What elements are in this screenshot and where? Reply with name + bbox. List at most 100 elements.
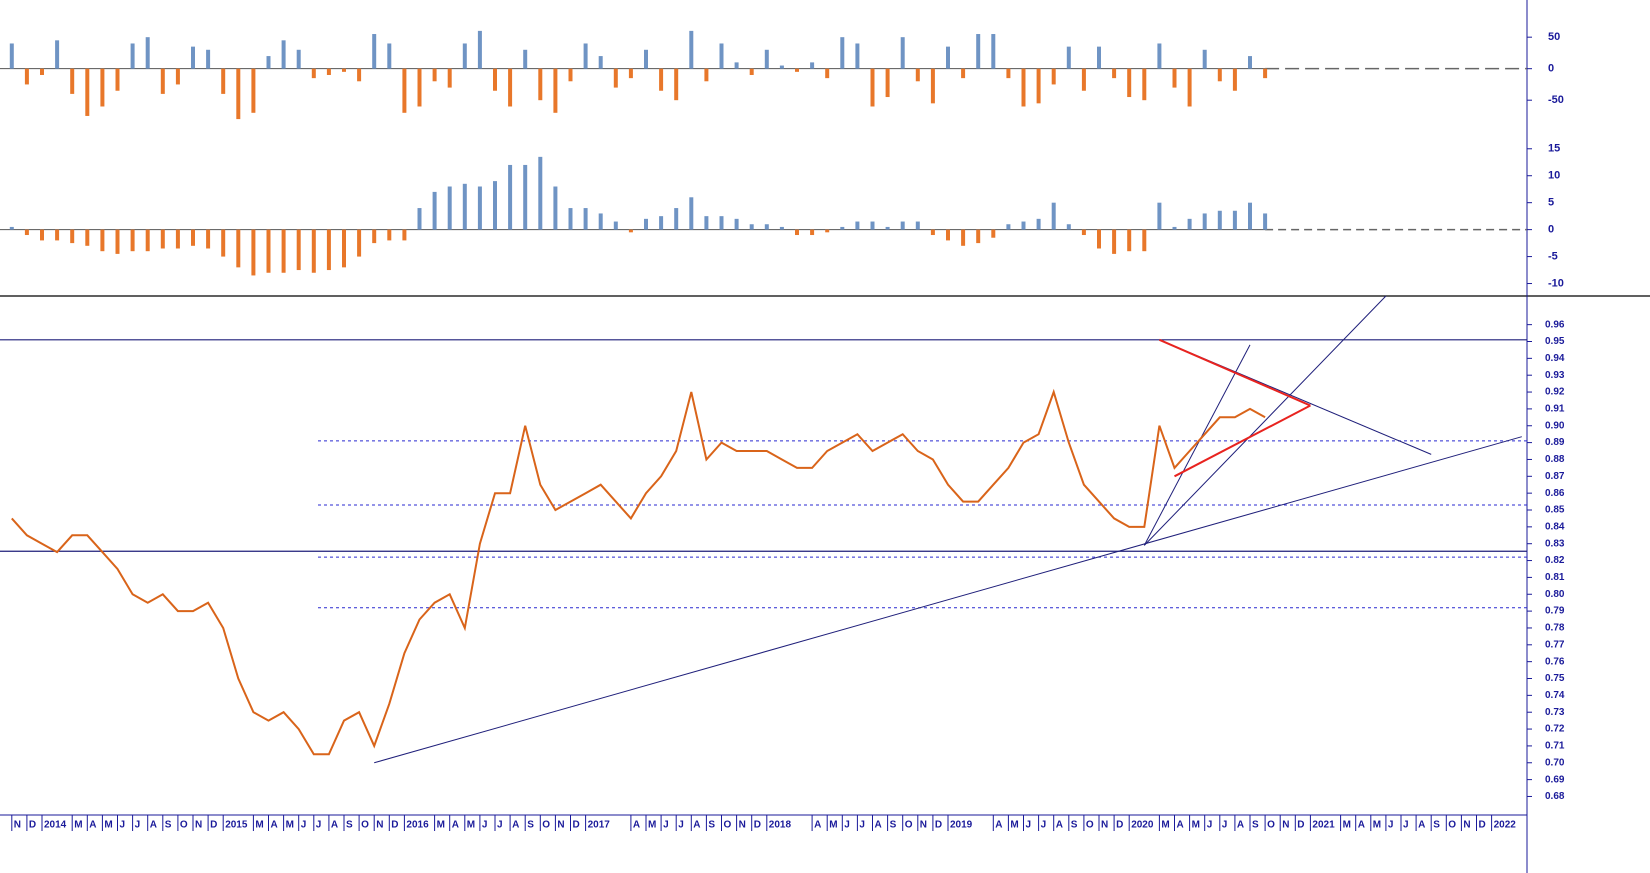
y-tick-label: 0.69 <box>1545 774 1565 785</box>
bar <box>719 216 724 230</box>
x-tick-label: O <box>1267 820 1275 831</box>
bar <box>432 191 437 230</box>
bar <box>628 229 633 233</box>
x-tick-label: 2018 <box>769 820 792 831</box>
trendline <box>1143 295 1387 546</box>
x-tick-label: J <box>663 820 669 831</box>
bar <box>1142 68 1147 101</box>
bar <box>885 226 890 230</box>
bar <box>1202 49 1207 69</box>
x-tick-label: N <box>920 820 927 831</box>
bar <box>915 221 920 230</box>
bar <box>704 68 709 82</box>
bar <box>357 229 362 257</box>
bar <box>946 46 950 69</box>
y-tick-label: -5 <box>1548 250 1558 262</box>
bar <box>538 68 543 101</box>
bar <box>976 229 981 244</box>
x-tick-label: M <box>829 820 837 831</box>
bar <box>1187 218 1192 230</box>
y-tick-label: 0.87 <box>1545 471 1565 482</box>
x-tick-label: J <box>844 820 850 831</box>
x-tick-label: D <box>210 820 217 831</box>
y-tick-label: 0.72 <box>1545 724 1565 735</box>
bar <box>493 181 497 230</box>
bar <box>115 229 120 254</box>
x-tick-label: J <box>497 820 503 831</box>
y-tick-label: 50 <box>1548 31 1560 43</box>
bar <box>1006 224 1011 230</box>
bar <box>734 218 739 230</box>
x-tick-label: S <box>1252 820 1259 831</box>
bar <box>795 68 799 72</box>
bar <box>447 186 452 230</box>
bar <box>719 43 724 69</box>
x-tick-label: M <box>255 820 263 831</box>
x-tick-label: S <box>165 820 172 831</box>
bar <box>311 68 316 79</box>
x-tick-label: A <box>331 820 338 831</box>
x-tick-label: A <box>1237 820 1244 831</box>
x-tick-label: A <box>512 820 519 831</box>
x-tick-label: M <box>1161 820 1169 831</box>
x-tick-label: J <box>1041 820 1047 831</box>
x-tick-label: M <box>437 820 445 831</box>
x-tick-label: S <box>346 820 353 831</box>
x-tick-label: A <box>875 820 882 831</box>
x-tick-label: M <box>467 820 475 831</box>
bar <box>70 229 75 244</box>
bar <box>734 62 739 69</box>
bar <box>115 68 120 91</box>
x-tick-label: J <box>1222 820 1228 831</box>
y-tick-label: -50 <box>1548 94 1564 106</box>
x-tick-label: M <box>74 820 82 831</box>
bar <box>55 40 60 69</box>
bar <box>1248 202 1252 230</box>
bar <box>251 229 256 276</box>
bar <box>553 186 558 230</box>
bar <box>583 208 588 230</box>
x-tick-label: J <box>1207 820 1213 831</box>
bar <box>508 164 513 230</box>
bar <box>145 229 150 252</box>
trendline <box>1159 338 1311 407</box>
y-tick-label: 0.76 <box>1545 656 1565 667</box>
bar <box>40 229 44 241</box>
x-tick-label: D <box>1116 820 1123 831</box>
bar <box>387 43 392 69</box>
bar <box>885 68 890 98</box>
bar <box>825 229 830 233</box>
y-tick-label: 0.74 <box>1545 690 1565 701</box>
bar <box>296 49 301 69</box>
bar <box>191 229 195 246</box>
bar <box>930 68 935 104</box>
bar <box>1232 68 1237 91</box>
bar <box>810 62 815 69</box>
y-tick-label: 10 <box>1548 170 1560 182</box>
bar <box>417 208 422 230</box>
bar <box>447 68 452 88</box>
x-tick-label: A <box>1358 820 1365 831</box>
x-tick-label: N <box>14 820 21 831</box>
bar <box>764 224 769 230</box>
bar <box>221 68 226 94</box>
bar <box>1263 213 1268 230</box>
bar <box>1051 202 1056 230</box>
y-tick-label: 0.75 <box>1545 673 1565 684</box>
bar <box>870 68 875 107</box>
x-tick-label: M <box>104 820 112 831</box>
bar <box>613 221 618 230</box>
bar <box>1142 229 1147 252</box>
bar <box>9 43 14 69</box>
bar <box>281 40 286 69</box>
bar <box>1263 68 1268 79</box>
y-tick-label: 0.96 <box>1545 319 1565 330</box>
bar <box>1051 68 1056 85</box>
x-tick-label: A <box>271 820 278 831</box>
x-tick-label: J <box>301 820 307 831</box>
y-tick-label: 0.89 <box>1545 437 1565 448</box>
x-tick-label: S <box>1433 820 1440 831</box>
y-tick-label: 0.70 <box>1545 757 1565 768</box>
x-tick-label: S <box>527 820 534 831</box>
bar <box>1112 229 1117 254</box>
